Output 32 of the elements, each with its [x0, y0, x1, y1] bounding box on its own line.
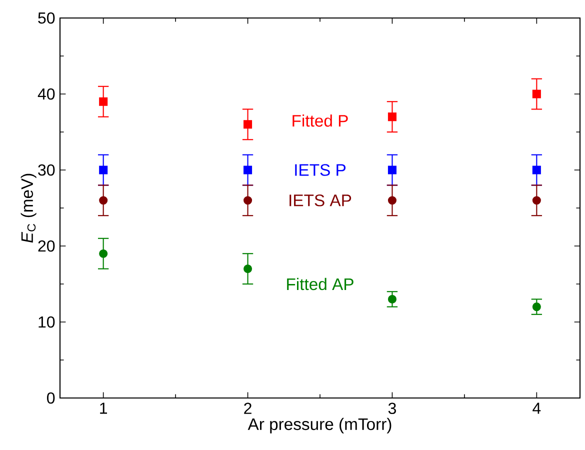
point	[99, 196, 108, 205]
point	[532, 166, 541, 174]
text: IETS P	[295, 164, 346, 176]
point	[388, 196, 396, 205]
y-tick-label: 20	[38, 240, 55, 252]
point	[532, 302, 541, 312]
point	[244, 196, 252, 205]
point	[99, 249, 108, 258]
y-tick-label: 30	[38, 164, 55, 176]
text: Fitted AP	[287, 278, 354, 290]
y-tick-label: 10	[38, 316, 55, 328]
point	[532, 90, 541, 98]
y-tick-label: 50	[38, 12, 55, 24]
y-axis-title: E$_{C}$ (meV)	[20, 174, 36, 243]
point	[532, 196, 541, 205]
x-tick-label: 3	[388, 402, 396, 414]
point	[388, 294, 396, 304]
x-tick-label: 1	[100, 402, 107, 414]
text: IETS AP	[290, 194, 352, 206]
y-tick-label: 0	[47, 392, 55, 404]
point	[244, 120, 252, 129]
point	[388, 166, 396, 174]
point	[388, 112, 396, 122]
point	[99, 166, 108, 174]
point	[244, 264, 252, 274]
point	[244, 166, 252, 174]
x-tick-label: 2	[244, 402, 252, 414]
x-tick-label: 4	[532, 402, 541, 414]
y-tick-label: 40	[38, 88, 55, 100]
text: Fitted P	[292, 114, 348, 127]
point	[99, 97, 108, 106]
x-axis-title: Ar pressure (mTorr)	[248, 418, 392, 434]
